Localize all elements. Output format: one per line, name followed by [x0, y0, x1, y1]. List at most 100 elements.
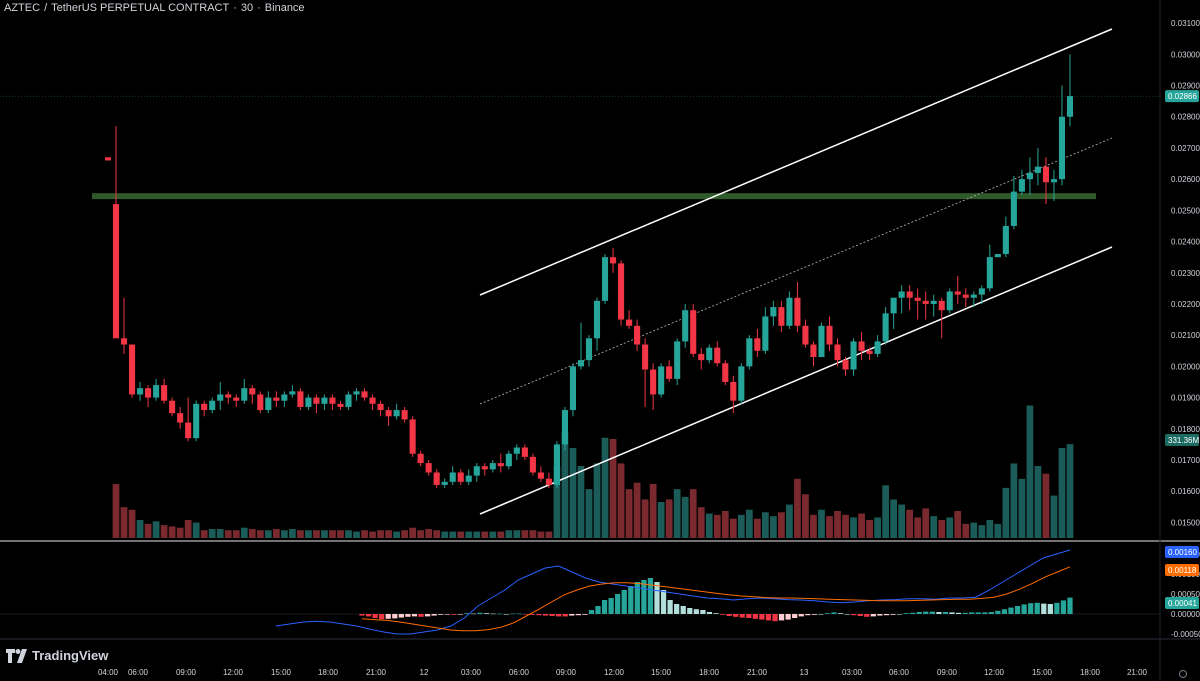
macd-histogram-bar — [1014, 606, 1021, 614]
volume-bar — [240, 527, 248, 538]
volume-bar — [770, 516, 777, 538]
volume-bar — [441, 531, 449, 538]
volume-bar — [465, 531, 473, 538]
candle-body — [994, 254, 1001, 258]
candle-body — [289, 391, 296, 395]
interval-label[interactable]: 30 — [240, 2, 254, 14]
macd-histogram-bar — [962, 612, 968, 614]
volume-bar — [513, 530, 521, 538]
macd-histogram-bar — [1067, 597, 1073, 614]
candle-body — [746, 338, 753, 367]
price-axis-tick: 0.03100 — [1171, 19, 1200, 28]
candle-body — [730, 381, 737, 401]
price-axis-tick: 0.01600 — [1171, 487, 1200, 496]
volume-bar — [978, 525, 986, 538]
macd-histogram-bar — [444, 614, 450, 615]
volume-bar — [136, 520, 144, 538]
volume-bar — [1034, 466, 1042, 538]
volume-bar — [866, 520, 873, 538]
candle-body — [481, 466, 488, 470]
macd-histogram-bar — [942, 612, 949, 614]
volume-bar — [1050, 495, 1058, 538]
time-axis-tick: 18:00 — [699, 668, 720, 677]
volume-bar — [264, 530, 272, 538]
volume-bar — [673, 489, 681, 538]
volume-bar — [289, 529, 296, 538]
macd-histogram-bar — [765, 614, 772, 621]
volume-bar — [826, 516, 833, 538]
macd-histogram-bar — [851, 614, 857, 616]
volume-bar — [802, 494, 809, 538]
volume-bar — [361, 530, 368, 538]
macd-histogram-bar — [988, 612, 994, 614]
candle-body — [690, 310, 697, 354]
volume-bar — [216, 529, 224, 538]
price-axis-tick: 0.01700 — [1171, 456, 1200, 465]
price-axis-tick: 0.02500 — [1171, 206, 1200, 215]
macd-histogram-bar — [588, 610, 595, 614]
candle-body — [1002, 225, 1009, 255]
volume-bar — [152, 521, 160, 538]
macd-histogram-bar — [982, 612, 988, 614]
macd-histogram-bar — [811, 614, 817, 615]
candle-body — [954, 291, 961, 295]
candle-body — [401, 410, 408, 420]
histogram-value-tag: 0.00041 — [1168, 599, 1197, 608]
volume-bar — [168, 526, 176, 538]
candle-body — [577, 360, 585, 367]
time-axis-tick: 21:00 — [747, 668, 768, 677]
candle-body — [722, 363, 729, 382]
macd-histogram-bar — [995, 610, 1001, 614]
time-axis-tick: 21:00 — [1127, 668, 1148, 677]
candle-body — [618, 263, 625, 320]
candle-body — [762, 316, 769, 351]
candle-body — [153, 385, 160, 398]
volume-bar — [954, 511, 962, 538]
candle-body — [177, 413, 184, 423]
volume-bar — [665, 499, 673, 538]
macd-histogram-bar — [955, 612, 962, 614]
time-axis-tick: 04:00 — [98, 668, 119, 677]
candle-body — [104, 157, 112, 161]
candle-body — [706, 347, 713, 361]
candle-body — [393, 410, 400, 417]
candle-body — [898, 291, 905, 298]
channel-midline — [479, 137, 1113, 405]
candle-body — [1010, 191, 1017, 226]
candle-body — [698, 353, 705, 361]
settings-gear-icon[interactable] — [1179, 670, 1187, 678]
volume-bar — [248, 529, 256, 538]
volume-bar — [369, 531, 376, 538]
symbol-name[interactable]: AZTEC — [4, 2, 41, 14]
volume-bar — [321, 530, 328, 538]
macd-histogram-bar — [621, 590, 627, 614]
macd-histogram-bar — [877, 614, 883, 616]
macd-histogram-bar — [470, 613, 477, 615]
volume-bar — [922, 508, 930, 538]
candle-body — [593, 300, 601, 339]
macd-histogram-bar — [628, 586, 634, 614]
candle-body — [922, 300, 929, 304]
candle-body — [385, 410, 392, 417]
volume-bar — [705, 513, 713, 538]
candle-body — [634, 325, 641, 345]
time-axis-tick: 18:00 — [1080, 668, 1101, 677]
macd-histogram-bar — [910, 612, 916, 614]
macd-histogram-bar — [516, 613, 522, 615]
volume-bar — [112, 484, 120, 538]
macd-histogram-bar — [615, 594, 621, 614]
candle-body — [650, 369, 657, 395]
candle-body — [169, 400, 176, 414]
last-price-tag: 0.02866 — [1168, 92, 1197, 101]
time-axis-tick: 12 — [420, 668, 429, 677]
volume-bar — [505, 530, 513, 538]
macd-histogram-bar — [929, 611, 935, 614]
candle-body — [489, 463, 496, 470]
volume-bar — [144, 523, 152, 538]
macd-histogram-bar — [726, 614, 732, 616]
macd-histogram-bar — [359, 614, 365, 616]
macd-histogram-bar — [385, 614, 391, 619]
volume-bar — [337, 530, 344, 538]
macd-histogram-bar — [438, 614, 444, 615]
